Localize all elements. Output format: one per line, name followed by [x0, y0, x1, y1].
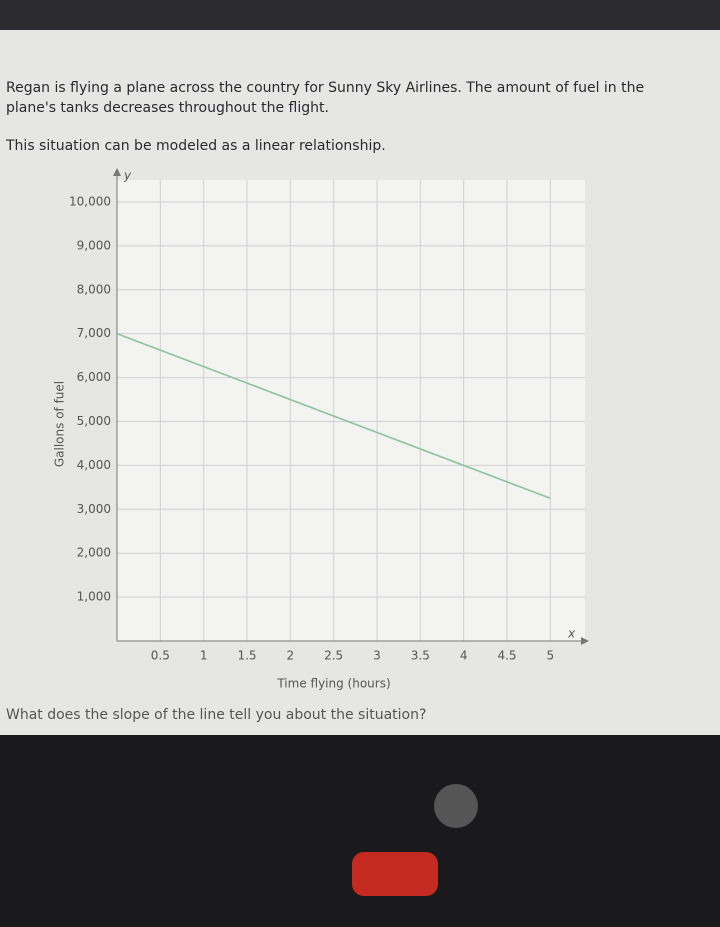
x-axis-title: Time flying (hours): [276, 677, 390, 691]
y-tick-label: 8,000: [77, 282, 111, 296]
y-tick-label: 4,000: [77, 458, 111, 472]
y-axis-title: Gallons of fuel: [53, 381, 67, 467]
y-axis-name: y: [123, 169, 132, 183]
y-tick-label: 3,000: [77, 502, 111, 516]
question: What does the slope of the line tell you…: [6, 707, 427, 723]
x-tick-label: 4.5: [497, 649, 516, 663]
y-tick-label: 9,000: [77, 238, 111, 252]
hp-logo: [434, 784, 478, 828]
problem-line: This situation can be modeled as a linea…: [6, 138, 386, 154]
y-tick-label: 7,000: [77, 326, 111, 340]
x-tick-label: 3.5: [411, 649, 430, 663]
x-tick-label: 2: [287, 649, 295, 663]
x-axis-name: x: [567, 627, 576, 641]
y-tick-label: 2,000: [77, 546, 111, 560]
y-tick-label: 6,000: [77, 370, 111, 384]
x-tick-label: 2.5: [324, 649, 343, 663]
y-tick-label: 10,000: [69, 194, 111, 208]
x-tick-label: 1.5: [237, 649, 256, 663]
y-axis-arrow: [113, 168, 121, 176]
problem-line: Regan is flying a plane across the count…: [6, 80, 645, 96]
y-tick-label: 1,000: [77, 590, 111, 604]
plot-area: [117, 180, 585, 641]
x-tick-label: 1: [200, 649, 208, 663]
x-tick-label: 0.5: [151, 649, 170, 663]
top-bezel: [0, 0, 720, 30]
red-tab: [352, 852, 438, 896]
x-tick-label: 3: [373, 649, 381, 663]
problem-line: plane's tanks decreases throughout the f…: [6, 100, 329, 116]
x-axis-arrow: [581, 637, 589, 645]
x-tick-label: 5: [547, 649, 555, 663]
y-tick-label: 5,000: [77, 414, 111, 428]
chart: Gallons of fuel Time flying (hours) y x …: [53, 168, 589, 691]
x-tick-label: 4: [460, 649, 468, 663]
data-line: [116, 332, 551, 500]
